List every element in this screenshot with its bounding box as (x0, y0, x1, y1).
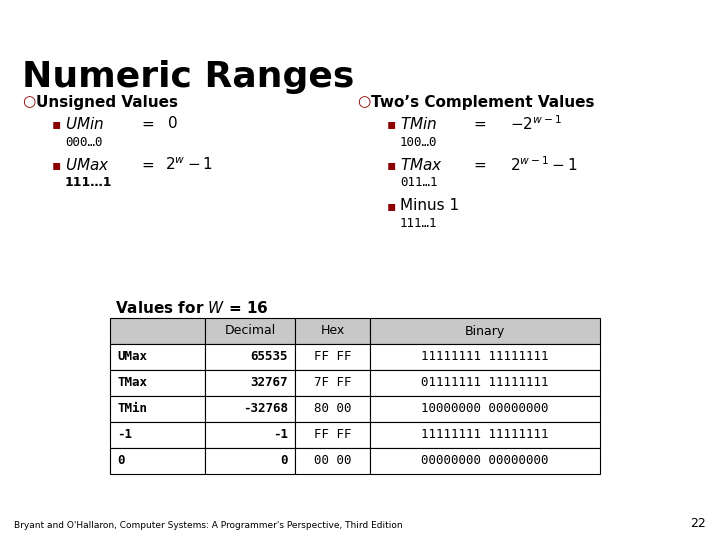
Text: 32767: 32767 (250, 376, 288, 389)
Text: 80 00: 80 00 (314, 402, 351, 415)
Text: Binary: Binary (465, 325, 505, 338)
Text: $2^w - 1$: $2^w - 1$ (165, 157, 213, 173)
Bar (370, 422, 600, 448)
Text: ○: ○ (22, 94, 35, 110)
Text: $\it{UMax}$: $\it{UMax}$ (65, 157, 110, 173)
Text: $2^{w-1} - 1$: $2^{w-1} - 1$ (510, 156, 578, 174)
Bar (110, 396, 205, 422)
Text: FF FF: FF FF (314, 429, 351, 442)
Bar (295, 422, 370, 448)
Text: 22: 22 (690, 517, 706, 530)
Text: UMax: UMax (117, 350, 148, 363)
Text: 111…1: 111…1 (400, 218, 438, 231)
Text: 0: 0 (168, 117, 178, 132)
Text: =: = (474, 117, 487, 132)
Bar (205, 318, 295, 344)
Text: 0: 0 (117, 455, 125, 468)
Bar (295, 318, 370, 344)
Text: 100…0: 100…0 (400, 136, 438, 148)
Text: $-2^{w-1}$: $-2^{w-1}$ (510, 114, 562, 133)
Text: $\it{TMax}$: $\it{TMax}$ (400, 157, 443, 173)
Bar (110, 448, 205, 474)
Text: 10000000 00000000: 10000000 00000000 (421, 402, 549, 415)
Text: Numeric Ranges: Numeric Ranges (22, 60, 354, 94)
Text: 65535: 65535 (250, 350, 288, 363)
Text: ▪: ▪ (387, 158, 397, 172)
Text: 011…1: 011…1 (400, 177, 438, 190)
Text: $\it{TMin}$: $\it{TMin}$ (400, 116, 437, 132)
Text: Decimal: Decimal (225, 325, 276, 338)
Bar (205, 448, 295, 474)
Text: =: = (142, 117, 154, 132)
Bar (110, 422, 205, 448)
Text: ▪: ▪ (387, 199, 397, 213)
Text: TMax: TMax (117, 376, 148, 389)
Text: Bryant and O'Hallaron, Computer Systems: A Programmer's Perspective, Third Editi: Bryant and O'Hallaron, Computer Systems:… (14, 521, 402, 530)
Bar (205, 396, 295, 422)
Bar (370, 344, 600, 370)
Text: 01111111 11111111: 01111111 11111111 (421, 376, 549, 389)
Text: 0: 0 (280, 455, 288, 468)
Text: 11111111 11111111: 11111111 11111111 (421, 429, 549, 442)
Text: ○: ○ (357, 94, 370, 110)
Bar (370, 318, 600, 344)
Bar (205, 370, 295, 396)
Text: 000…0: 000…0 (65, 136, 102, 148)
Text: Values for $\it{W}$ = 16: Values for $\it{W}$ = 16 (115, 300, 269, 316)
Bar (370, 396, 600, 422)
Text: 00000000 00000000: 00000000 00000000 (421, 455, 549, 468)
Text: Unsigned Values: Unsigned Values (36, 94, 178, 110)
Text: =: = (142, 158, 154, 172)
Text: -32768: -32768 (243, 402, 288, 415)
Text: -1: -1 (273, 429, 288, 442)
Bar (205, 422, 295, 448)
Text: ▪: ▪ (52, 117, 61, 131)
Text: ▪: ▪ (52, 158, 61, 172)
Text: -1: -1 (117, 429, 132, 442)
Text: =: = (474, 158, 487, 172)
Text: 7F FF: 7F FF (314, 376, 351, 389)
Text: Minus 1: Minus 1 (400, 199, 459, 213)
Text: $\it{UMin}$: $\it{UMin}$ (65, 116, 104, 132)
Text: 11111111 11111111: 11111111 11111111 (421, 350, 549, 363)
Text: Carnegie Mellon: Carnegie Mellon (623, 5, 713, 15)
Bar (370, 370, 600, 396)
Text: TMin: TMin (117, 402, 148, 415)
Text: 00 00: 00 00 (314, 455, 351, 468)
Bar (295, 448, 370, 474)
Text: FF FF: FF FF (314, 350, 351, 363)
Bar (295, 370, 370, 396)
Bar (370, 448, 600, 474)
Text: ▪: ▪ (387, 117, 397, 131)
Bar (110, 344, 205, 370)
Bar (110, 370, 205, 396)
Text: 111…1: 111…1 (65, 177, 112, 190)
Text: Two’s Complement Values: Two’s Complement Values (371, 94, 595, 110)
Bar (295, 396, 370, 422)
Bar (205, 344, 295, 370)
Bar (110, 318, 205, 344)
Bar (295, 344, 370, 370)
Text: Hex: Hex (320, 325, 345, 338)
